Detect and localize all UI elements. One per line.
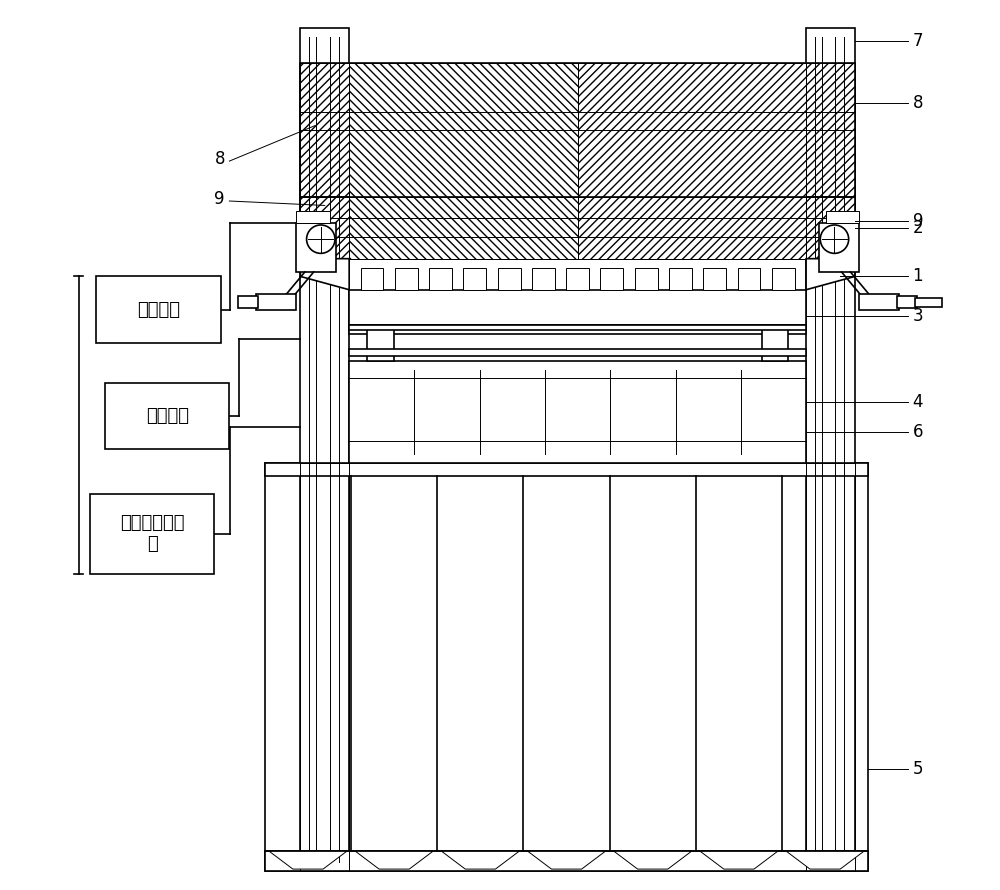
Bar [806, 197, 855, 259]
Bar [105, 383, 229, 449]
Bar [395, 268, 418, 290]
Text: 5: 5 [913, 760, 923, 778]
Bar [806, 28, 855, 871]
Text: 1: 1 [913, 267, 923, 286]
Text: 9: 9 [214, 190, 225, 208]
Bar [600, 268, 623, 290]
Bar [772, 268, 795, 290]
Bar [349, 360, 806, 463]
Bar [300, 63, 349, 197]
Bar [90, 494, 214, 574]
Bar [349, 349, 806, 356]
Text: 7: 7 [913, 32, 923, 51]
Bar [256, 295, 296, 310]
Bar [349, 197, 578, 259]
Bar [738, 268, 760, 290]
Bar [578, 63, 806, 197]
Bar [349, 197, 806, 259]
Bar [349, 325, 806, 329]
Bar [578, 63, 806, 197]
Text: 9: 9 [913, 213, 923, 231]
Polygon shape [356, 852, 433, 870]
Bar [265, 463, 868, 871]
Bar [349, 325, 806, 334]
Bar [819, 223, 859, 272]
Polygon shape [300, 259, 349, 290]
Bar [578, 197, 806, 259]
Bar [300, 28, 349, 871]
Polygon shape [786, 852, 864, 870]
Polygon shape [269, 852, 347, 870]
Bar [296, 211, 330, 223]
Bar [463, 268, 486, 290]
Bar [367, 325, 394, 360]
Bar [498, 268, 521, 290]
Bar [300, 197, 855, 259]
Polygon shape [806, 259, 855, 290]
Bar [762, 325, 788, 360]
Text: 8: 8 [214, 150, 225, 168]
Bar [296, 223, 336, 272]
Bar [915, 298, 942, 306]
Bar [859, 295, 899, 310]
Text: 注水、增压系
统: 注水、增压系 统 [120, 514, 184, 553]
Bar [635, 268, 658, 290]
Bar [349, 197, 578, 259]
Polygon shape [442, 852, 519, 870]
Text: 电控系统: 电控系统 [146, 407, 189, 425]
Bar [806, 63, 855, 197]
Bar [897, 296, 917, 308]
Polygon shape [528, 852, 605, 870]
Bar [349, 290, 806, 325]
Bar [566, 268, 589, 290]
Polygon shape [700, 852, 778, 870]
Bar [300, 197, 349, 259]
Bar [532, 268, 555, 290]
Bar [96, 277, 221, 343]
Text: 3: 3 [913, 307, 923, 326]
Bar [429, 268, 452, 290]
Bar [349, 63, 806, 197]
Text: 8: 8 [913, 94, 923, 112]
Bar [826, 211, 859, 223]
Bar [669, 268, 692, 290]
Text: 4: 4 [913, 392, 923, 410]
Polygon shape [614, 852, 691, 870]
Bar [349, 63, 578, 197]
Text: 6: 6 [913, 423, 923, 441]
Bar [578, 197, 806, 259]
Bar [806, 463, 855, 871]
Text: 2: 2 [913, 219, 923, 237]
Bar [300, 463, 349, 871]
Bar [349, 63, 578, 197]
Bar [238, 296, 258, 308]
Bar [265, 852, 868, 871]
Bar [703, 268, 726, 290]
Bar [361, 268, 383, 290]
Text: 液压系统: 液压系统 [137, 301, 180, 319]
Bar [300, 63, 855, 197]
Bar [265, 463, 868, 476]
